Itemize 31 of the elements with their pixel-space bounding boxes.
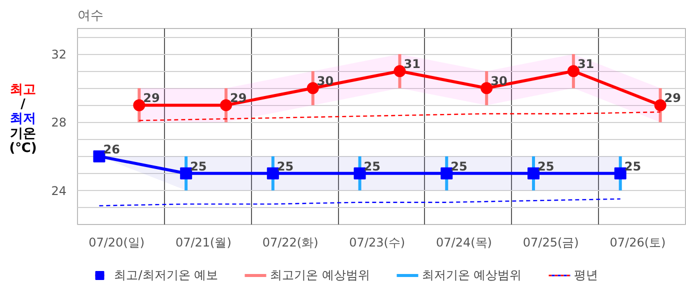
data-label: 29 [664, 91, 682, 106]
data-label: 25 [538, 159, 554, 174]
data-label: 25 [450, 159, 468, 174]
data-label: 25 [276, 159, 294, 174]
text: 최고기온 예상범위 [270, 266, 370, 284]
y-tick-label: 32 [51, 48, 67, 62]
legend-label: 평년 [574, 266, 598, 284]
x-tick-label: 07/20(일) [88, 236, 145, 250]
x-tick-label: 07/26(토) [610, 236, 666, 250]
y-tick-label: 24 [51, 184, 67, 198]
x-tick-label: 07/25(금) [522, 236, 579, 250]
y-axis-title: 최고/최저 기온(℃) [9, 82, 37, 156]
x-tick-label: 07/24(목) [436, 236, 492, 250]
data-label: 30 [316, 74, 334, 88]
text: 최저기온 예상범위 [422, 266, 522, 284]
data-label: 25 [190, 159, 207, 174]
data-label: 26 [103, 142, 120, 156]
data-label: 31 [577, 57, 594, 72]
data-label: 29 [230, 91, 247, 106]
data-label: 25 [624, 159, 642, 174]
x-tick-label: 07/22(화) [262, 236, 318, 250]
data-label: 31 [404, 57, 420, 72]
legend-label: 최고/최저기온 예보 [114, 266, 218, 284]
line-series [98, 198, 621, 206]
y-tick-label: 28 [51, 116, 67, 130]
data-label: 25 [364, 159, 380, 174]
data-label: 30 [490, 74, 508, 88]
chart-title: 여수 [78, 8, 104, 24]
data-label: 29 [143, 91, 160, 106]
x-tick-label: 07/21(월) [175, 236, 232, 250]
x-tick-label: 07/23(수) [349, 236, 406, 250]
